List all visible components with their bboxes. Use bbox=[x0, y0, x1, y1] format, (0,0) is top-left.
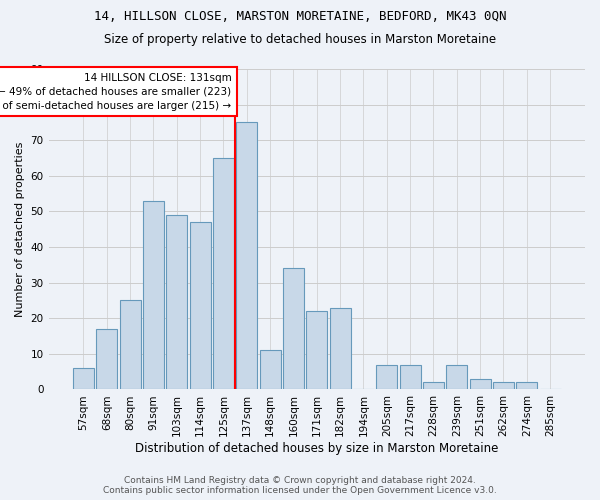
Bar bbox=[516, 382, 537, 390]
Bar bbox=[446, 364, 467, 390]
Bar bbox=[119, 300, 140, 390]
Bar bbox=[306, 311, 327, 390]
Bar bbox=[143, 200, 164, 390]
Bar bbox=[376, 364, 397, 390]
Bar bbox=[190, 222, 211, 390]
Text: 14, HILLSON CLOSE, MARSTON MORETAINE, BEDFORD, MK43 0QN: 14, HILLSON CLOSE, MARSTON MORETAINE, BE… bbox=[94, 10, 506, 23]
Bar bbox=[423, 382, 444, 390]
Bar bbox=[470, 379, 491, 390]
Bar bbox=[493, 382, 514, 390]
Bar bbox=[213, 158, 234, 390]
Text: Size of property relative to detached houses in Marston Moretaine: Size of property relative to detached ho… bbox=[104, 32, 496, 46]
Bar bbox=[260, 350, 281, 390]
X-axis label: Distribution of detached houses by size in Marston Moretaine: Distribution of detached houses by size … bbox=[135, 442, 499, 455]
Bar bbox=[283, 268, 304, 390]
Text: 14 HILLSON CLOSE: 131sqm
← 49% of detached houses are smaller (223)
47% of semi-: 14 HILLSON CLOSE: 131sqm ← 49% of detach… bbox=[0, 72, 232, 110]
Bar bbox=[329, 308, 350, 390]
Bar bbox=[96, 329, 117, 390]
Y-axis label: Number of detached properties: Number of detached properties bbox=[15, 142, 25, 317]
Text: Contains HM Land Registry data © Crown copyright and database right 2024.
Contai: Contains HM Land Registry data © Crown c… bbox=[103, 476, 497, 495]
Bar bbox=[166, 215, 187, 390]
Bar bbox=[236, 122, 257, 390]
Bar bbox=[73, 368, 94, 390]
Bar bbox=[400, 364, 421, 390]
